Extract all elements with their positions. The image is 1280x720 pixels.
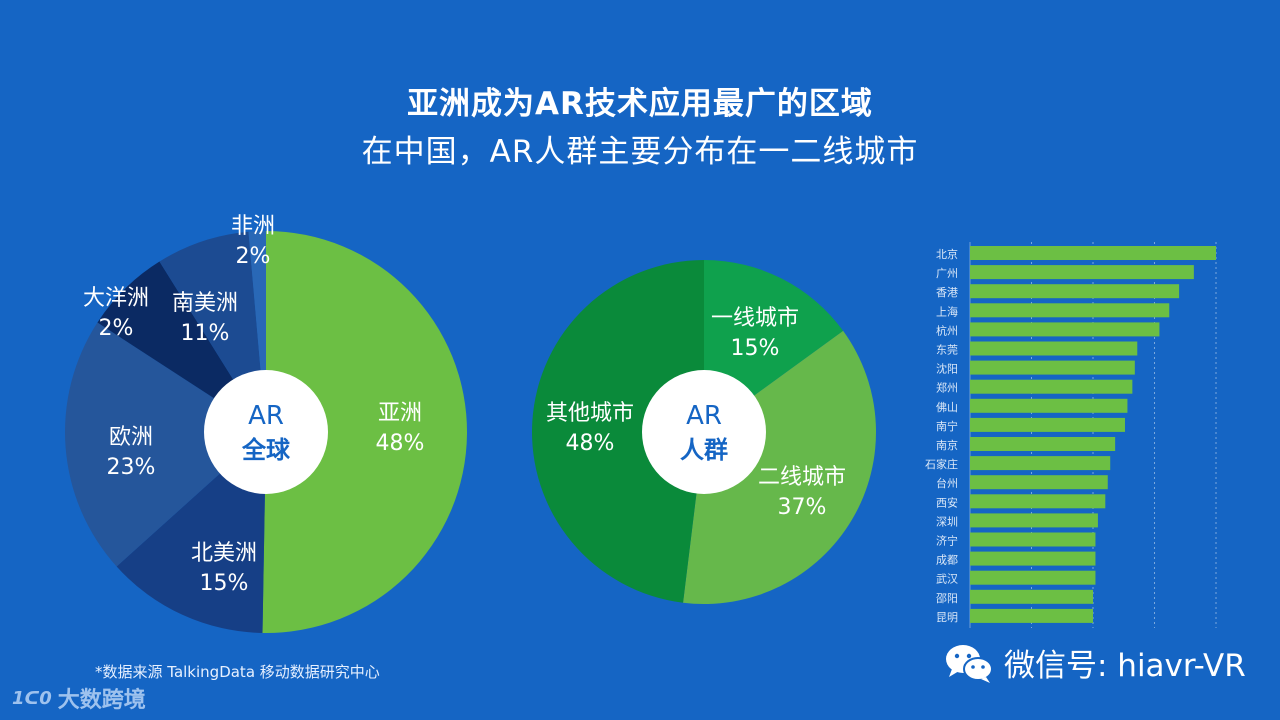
brand-logo: 1ᑕ0 大数跨境 <box>12 682 146 714</box>
chart-subtitle: 在中国，AR人群主要分布在一二线城市 <box>361 134 919 170</box>
bar-label-1: 广州 <box>936 267 958 280</box>
pie1-center <box>204 370 328 494</box>
pie1-slice-0 <box>262 231 468 633</box>
bar-label-3: 上海 <box>936 304 958 318</box>
pie1-label-name-2: 欧洲 <box>109 425 153 450</box>
bar-4 <box>970 322 1160 337</box>
pie2-label-name-2: 其他城市 <box>546 401 634 426</box>
brand-mark-icon: 1ᑕ0 <box>12 687 52 709</box>
pie1-label-value-3: 2% <box>99 316 134 341</box>
bar-3 <box>970 303 1170 318</box>
bar-10 <box>970 437 1116 451</box>
pie1-label-name-5: 非洲 <box>231 214 275 239</box>
pie1-center-label-bottom: 全球 <box>241 436 291 464</box>
pie1-slice-2 <box>65 322 266 567</box>
pie2-center-label-bottom: 人群 <box>680 436 728 464</box>
bar-8 <box>970 398 1128 413</box>
data-source-note: *数据来源 TalkingData 移动数据研究中心 <box>95 663 380 681</box>
bar-label-18: 邵阳 <box>936 592 958 605</box>
pie1-center-label-top: AR <box>248 401 284 431</box>
wechat-account: 微信号: hiavr-VR <box>944 640 1246 685</box>
bar-label-2: 香港 <box>936 286 958 299</box>
bar-label-15: 济宁 <box>936 534 958 548</box>
pie2-label-value-0: 15% <box>731 336 780 361</box>
bar-label-9: 南宁 <box>936 419 958 433</box>
bar-label-4: 杭州 <box>936 323 958 337</box>
bar-0 <box>970 246 1216 260</box>
bar-label-14: 深圳 <box>936 515 958 528</box>
pie1-label-value-1: 15% <box>200 571 249 596</box>
pie2-label-value-2: 48% <box>566 431 615 456</box>
pie1-label-name-4: 南美洲 <box>172 291 238 316</box>
pie2-slice-2 <box>531 260 704 603</box>
pie1-label-value-4: 11% <box>181 321 230 346</box>
bar-label-8: 佛山 <box>936 401 958 414</box>
pie2-center <box>642 370 766 494</box>
bar-6 <box>970 360 1135 375</box>
pie2-slice-1 <box>683 330 876 605</box>
bar-17 <box>970 570 1096 585</box>
pie1-label-name-3: 大洋洲 <box>83 286 149 311</box>
bar-16 <box>970 551 1096 566</box>
bar-2 <box>970 284 1180 299</box>
wechat-id: 微信号: hiavr-VR <box>1004 648 1246 684</box>
wechat-icon <box>946 644 993 683</box>
bar-7 <box>970 379 1133 394</box>
bar-label-12: 台州 <box>936 476 958 490</box>
bar-9 <box>970 417 1125 432</box>
bar-label-6: 沈阳 <box>936 362 958 376</box>
pie1-label-name-0: 亚洲 <box>378 401 422 426</box>
chart-title: 亚洲成为AR技术应用最广的区域 <box>407 86 873 122</box>
pie1-label-value-5: 2% <box>236 244 271 269</box>
bar-label-13: 西安 <box>936 495 958 509</box>
pie1-label-value-2: 23% <box>107 455 156 480</box>
bar-label-10: 南京 <box>936 438 958 452</box>
bar-label-19: 昆明 <box>936 611 958 624</box>
bar-label-16: 成都 <box>936 554 958 567</box>
pie2-label-name-1: 二线城市 <box>758 465 846 490</box>
pie2-center-label-top: AR <box>686 401 722 431</box>
bar-5 <box>970 341 1138 356</box>
bar-12 <box>970 475 1108 490</box>
pie2-label-name-0: 一线城市 <box>711 306 799 331</box>
bar-13 <box>970 494 1106 509</box>
bar-label-11: 石家庄 <box>925 457 958 471</box>
pie1-label-value-0: 48% <box>376 431 425 456</box>
pie1-label-name-1: 北美洲 <box>191 541 257 566</box>
bar-label-7: 郑州 <box>936 381 958 395</box>
bar-11 <box>970 456 1111 471</box>
bar-19 <box>970 608 1093 623</box>
bar-label-0: 北京 <box>936 247 958 261</box>
pie2-label-value-1: 37% <box>778 495 827 520</box>
bar-18 <box>970 589 1093 604</box>
bar-1 <box>970 265 1194 280</box>
bar-14 <box>970 513 1098 528</box>
brand-name: 大数跨境 <box>57 688 146 713</box>
bar-label-17: 武汉 <box>936 573 958 586</box>
bar-15 <box>970 532 1096 547</box>
pie1-slice-1 <box>116 432 266 633</box>
bar-label-5: 东莞 <box>936 344 958 357</box>
